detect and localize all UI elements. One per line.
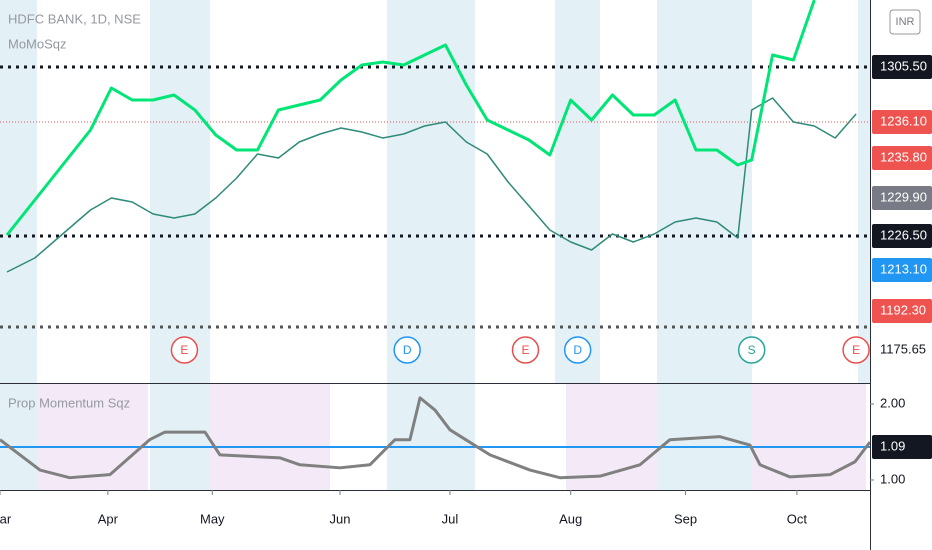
event-label: E (852, 343, 860, 357)
y-tick-label: 1.00 (880, 471, 905, 486)
price-badge-label: 1305.50 (880, 58, 927, 73)
event-marker (737, 336, 766, 364)
price-badge (872, 299, 932, 323)
currency-box[interactable] (889, 9, 921, 35)
x-tick-label: May (200, 511, 225, 526)
price-badge (872, 110, 932, 134)
x-tick-label: Sep (674, 511, 697, 526)
overlay: Mar Apr May Jun Jul Aug Sep Oct 1305.50 1236.10 12… (0, 55, 932, 526)
session-bands (0, 0, 870, 490)
symbol-title: HDFC BANK, 1D, NSE (8, 11, 141, 26)
price-badge (872, 146, 932, 170)
event-marker (842, 336, 870, 364)
x-tick-label: Aug (559, 511, 582, 526)
price-badge-label: 1192.30 (880, 302, 926, 317)
x-tick-label: Mar (0, 511, 12, 526)
x-tick-label: Apr (98, 511, 119, 526)
event-label: D (573, 343, 582, 357)
event-marker (393, 336, 421, 364)
price-badge-label: 1236.10 (880, 113, 927, 128)
price-badge-label: 1213.10 (880, 261, 927, 276)
price-badge-label: 1229.90 (880, 189, 927, 204)
price-badge (872, 338, 932, 362)
series-line (6, 97, 857, 273)
x-tick-label: Oct (787, 511, 808, 526)
price-badge (872, 435, 932, 459)
price-badge (872, 258, 932, 282)
price-badge (872, 186, 932, 210)
y-tick-label: 2.00 (880, 395, 905, 410)
series-line (5, 0, 816, 236)
x-tick-label: Jul (442, 511, 459, 526)
price-badge-label: 1175.65 (880, 341, 926, 356)
indicator-title: MoMoSqz (8, 36, 67, 51)
event-label: D (403, 343, 412, 357)
x-tick-label: Jun (330, 511, 351, 526)
event-label: E (180, 343, 188, 357)
price-badge-label: 1226.50 (880, 227, 927, 242)
currency[interactable]: INR (896, 16, 915, 28)
price-badge (872, 224, 932, 248)
event-marker (511, 336, 540, 364)
event-label: E (521, 343, 529, 357)
indicator-pane (0, 396, 870, 480)
event-label: S (748, 343, 756, 357)
price-badge-label: 1.09 (880, 438, 905, 453)
event-marker (170, 336, 199, 364)
price-badge-label: 1235.80 (880, 149, 927, 164)
event-marker (563, 336, 592, 364)
price-badge (872, 55, 932, 79)
indicator-title: Prop Momentum Sqz (8, 395, 130, 410)
series-line (0, 396, 870, 480)
